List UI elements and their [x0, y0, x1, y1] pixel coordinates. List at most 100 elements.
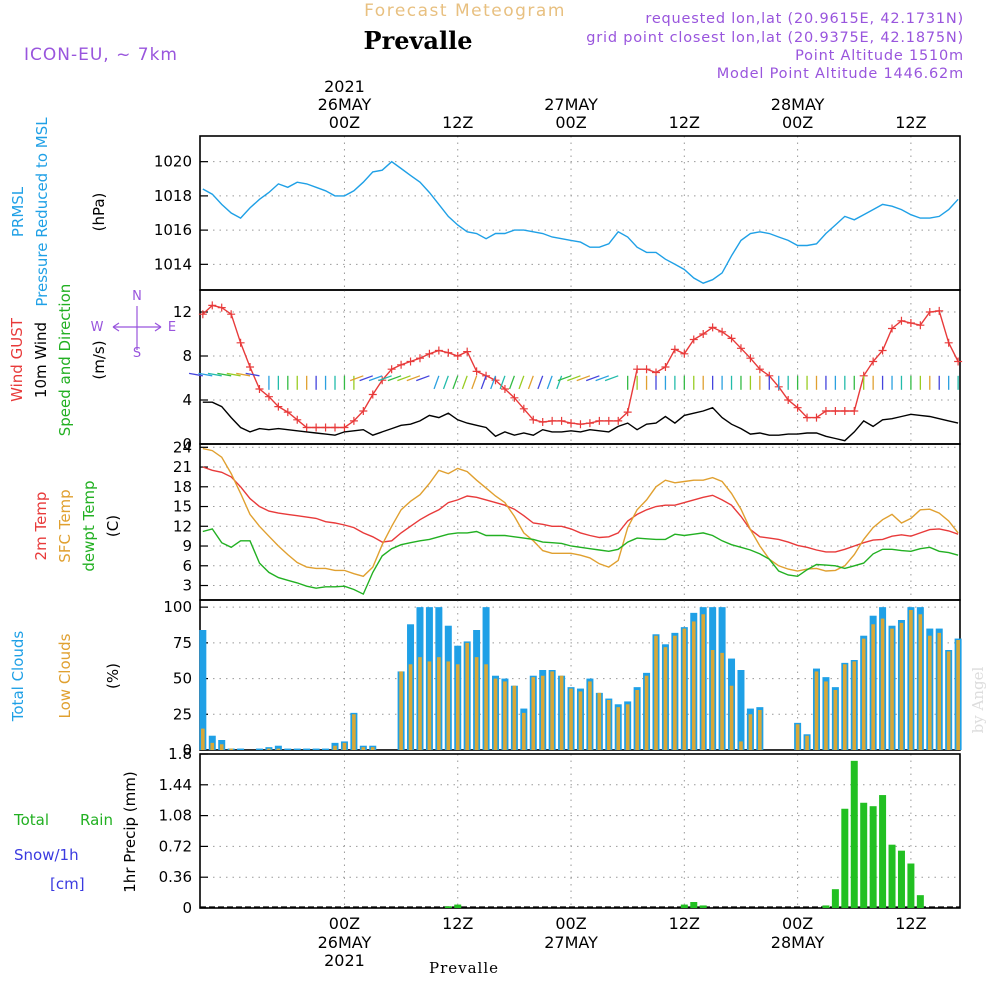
wind-arrow — [557, 375, 572, 382]
hour-label: 00Z — [329, 113, 360, 132]
low-cloud-bar — [616, 707, 621, 750]
date-label: 27MAY — [544, 933, 598, 952]
gust-marker — [746, 354, 755, 363]
gust-marker — [387, 365, 396, 374]
gust-marker — [246, 363, 255, 371]
low-cloud-bar — [691, 621, 696, 750]
gust-marker — [198, 310, 207, 319]
wind-arrow — [508, 375, 515, 390]
wind-arrow — [433, 375, 440, 390]
wind-label: (m/s) — [90, 340, 108, 379]
wind-arrow — [576, 375, 591, 382]
wind-label: Wind GUST — [8, 317, 26, 402]
total-cloud-bar — [284, 748, 292, 750]
wind-arrow — [499, 375, 506, 390]
gust-marker — [736, 344, 745, 353]
meteogram-panels: 1014101610181020048123691215182124025507… — [91, 135, 963, 917]
rain-bar — [841, 808, 849, 908]
gust-marker — [604, 416, 613, 425]
low-cloud-bar — [682, 628, 687, 750]
top-title: Forecast Meteogram — [364, 1, 566, 21]
gust-marker — [567, 419, 576, 428]
model-altitude: Model Point Altitude 1446.62m — [717, 66, 964, 82]
gust-marker — [236, 338, 245, 347]
wind-arrow — [198, 372, 213, 377]
y-tick-label: 0.72 — [159, 837, 192, 855]
pressure-frame — [199, 135, 961, 291]
gust-marker — [576, 420, 585, 429]
gust-marker — [349, 416, 358, 425]
wind-arrow — [236, 372, 251, 377]
wind-arrow — [406, 375, 421, 382]
date-label: 28MAY — [771, 95, 825, 114]
gust-marker — [793, 403, 802, 412]
gust-marker — [529, 415, 538, 424]
temp-label: SFC Temp — [56, 489, 74, 562]
wind-arrow — [188, 372, 203, 377]
gust-marker — [897, 316, 906, 325]
wind-arrow — [207, 372, 222, 377]
gust-marker — [274, 402, 283, 411]
date-label: 28MAY — [771, 933, 825, 952]
temp-label: 2m Temp — [32, 492, 50, 561]
gust-marker — [689, 335, 698, 344]
compass-rose — [112, 306, 162, 350]
cloud-label: (%) — [104, 663, 122, 689]
low-cloud-bar — [861, 638, 866, 750]
gust-marker — [954, 357, 963, 366]
total-cloud-bar — [293, 748, 301, 750]
gust-marker — [331, 423, 340, 432]
y-tick-label: 1016 — [154, 221, 192, 239]
low-cloud-bar — [342, 742, 347, 750]
date-label: 26MAY — [318, 95, 372, 114]
gust-marker — [264, 392, 273, 401]
low-cloud-bar — [474, 657, 479, 750]
gust-marker — [821, 407, 830, 415]
low-cloud-bar — [597, 692, 602, 750]
low-cloud-bar — [824, 681, 828, 750]
hour-label: 00Z — [329, 914, 360, 933]
gust-marker — [812, 413, 821, 422]
low-cloud-bar — [361, 747, 366, 750]
low-cloud-bar — [625, 704, 630, 750]
precip-axis-label: 1hr Precip (mm) — [121, 771, 139, 892]
low-cloud-bar — [644, 675, 649, 750]
gust-marker — [614, 416, 623, 425]
requested-coords: requested lon,lat (20.9615E, 42.1731N) — [645, 11, 964, 27]
total-cloud-bar — [199, 630, 207, 750]
low-cloud-bar — [918, 614, 923, 750]
low-cloud-bar — [890, 628, 894, 750]
y-tick-label: 21 — [173, 458, 192, 476]
y-tick-label: 1014 — [154, 255, 192, 273]
low-cloud-bar — [739, 741, 743, 750]
gust-marker — [869, 357, 878, 366]
gust-marker — [755, 365, 764, 374]
gust-marker — [585, 419, 594, 428]
wind-panel: 0 4 8 12 — [173, 289, 963, 453]
y-tick-label: 100 — [163, 598, 192, 616]
pressure-label: PRMSL — [9, 186, 27, 237]
low-cloud-bar — [276, 748, 281, 750]
wind-arrow — [368, 375, 383, 382]
y-tick-label: 0 — [182, 435, 192, 453]
low-cloud-bar — [503, 681, 507, 750]
gust-marker — [935, 306, 944, 315]
rain-bar — [454, 904, 462, 908]
y-tick-label: 0.36 — [159, 868, 192, 886]
total-cloud-bar — [312, 748, 320, 750]
total-cloud-bar — [737, 670, 745, 750]
hour-label: 12Z — [669, 113, 700, 132]
point-altitude: Point Altitude 1510m — [795, 48, 964, 64]
low-cloud-bar — [408, 664, 413, 750]
gust-marker — [699, 330, 708, 338]
hour-label: 12Z — [669, 914, 700, 933]
gust-marker — [538, 418, 547, 426]
low-cloud-bar — [814, 671, 819, 750]
y-tick-label: 24 — [173, 438, 192, 456]
y-tick-label: 12 — [173, 303, 192, 321]
y-tick-label: 3 — [182, 577, 192, 595]
low-cloud-bar — [606, 700, 611, 750]
wind-arrow — [556, 375, 563, 390]
y-tick-label: 9 — [182, 537, 192, 555]
